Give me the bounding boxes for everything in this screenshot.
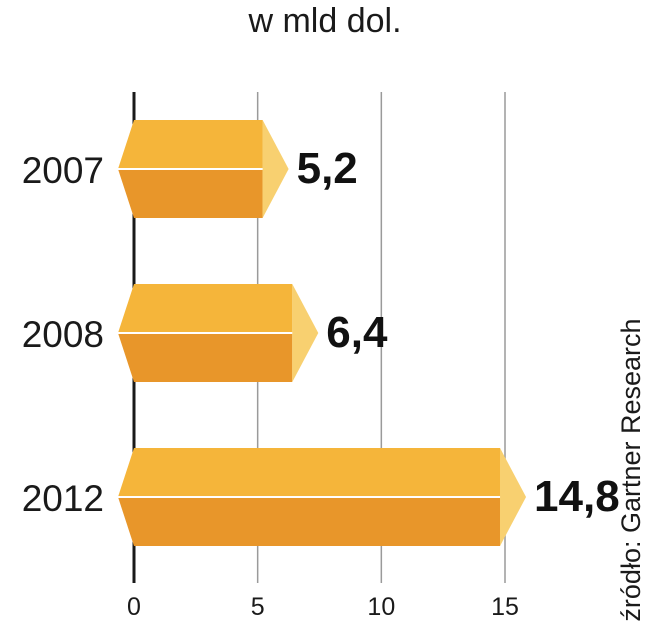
category-label: 2007 — [22, 150, 104, 191]
bar-end-cap-tip — [292, 284, 319, 382]
value-label: 14,8 — [534, 472, 620, 521]
bar-bottom-face — [118, 169, 263, 218]
bar-2007 — [118, 120, 289, 218]
source-note: źródło: Gartner Research — [616, 318, 646, 621]
bar-top-face — [118, 448, 501, 497]
labels: 0 5 10 15 2007 5,2 2008 6,4 2012 14,8 — [22, 144, 620, 621]
bar-bottom-face — [118, 333, 293, 382]
bars — [118, 120, 527, 546]
x-tick-label: 0 — [127, 593, 141, 621]
x-tick-label: 15 — [491, 593, 519, 621]
x-tick-label: 10 — [367, 593, 395, 621]
bar-top-face — [118, 120, 263, 169]
bar-2008 — [118, 284, 319, 382]
bar-end-cap-tip — [262, 120, 289, 218]
bar-end-cap-tip — [500, 448, 527, 546]
bar-2012 — [118, 448, 527, 546]
x-tick-label: 5 — [251, 593, 265, 621]
value-label: 5,2 — [297, 144, 358, 193]
category-label: 2008 — [22, 314, 104, 355]
category-label: 2012 — [22, 478, 104, 519]
chart-subtitle: w mld dol. — [247, 2, 401, 40]
value-label: 6,4 — [326, 308, 388, 357]
bar-top-face — [118, 284, 293, 333]
bar-bottom-face — [118, 497, 501, 546]
